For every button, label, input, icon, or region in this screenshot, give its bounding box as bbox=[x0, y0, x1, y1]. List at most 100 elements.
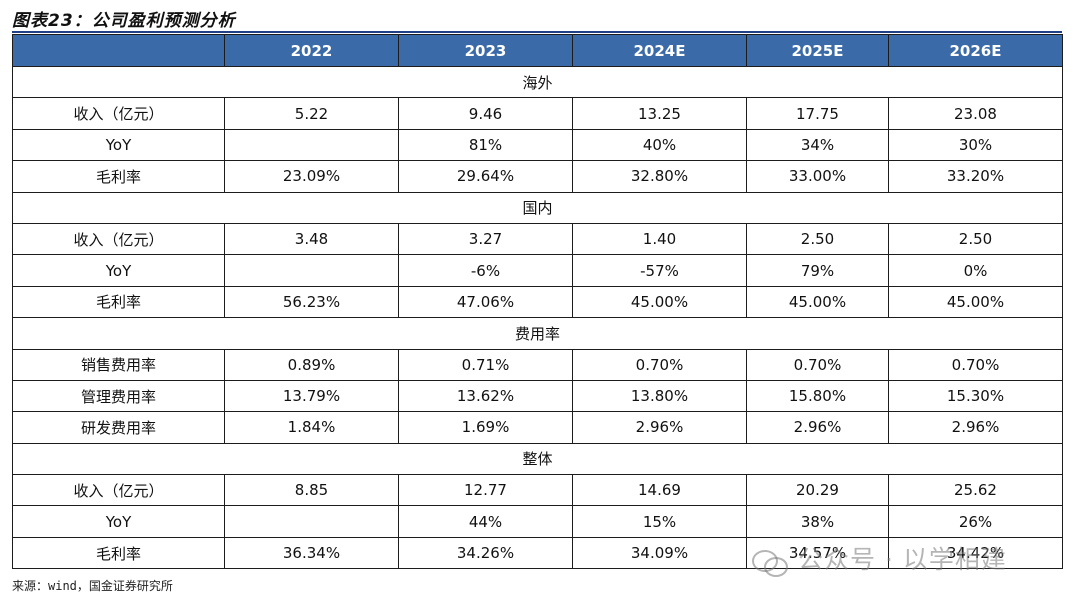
row-label: 收入（亿元） bbox=[12, 97, 225, 130]
table-cell: 3.48 bbox=[224, 222, 399, 256]
table-cell: 14.69 bbox=[572, 474, 747, 507]
table-row: YoY -6% -57% 79% 0% bbox=[12, 254, 1063, 287]
table-row: 收入（亿元） 8.85 12.77 14.69 20.29 25.62 bbox=[12, 474, 1063, 507]
table-row: 管理费用率 13.79% 13.62% 13.80% 15.80% 15.30% bbox=[12, 379, 1063, 413]
row-label: 销售费用率 bbox=[12, 348, 225, 381]
table-cell: 45.00% bbox=[746, 285, 889, 319]
row-label: 毛利率 bbox=[12, 536, 225, 570]
table-cell: 15% bbox=[572, 505, 747, 538]
table-cell: 44% bbox=[398, 505, 573, 538]
source-note: 来源：wind，国金证券研究所 bbox=[12, 579, 173, 593]
table-cell: 34.09% bbox=[572, 536, 747, 570]
table-cell: 45.00% bbox=[888, 285, 1063, 319]
section-row: 费用率 bbox=[12, 317, 1063, 350]
table-row: YoY 44% 15% 38% 26% bbox=[12, 505, 1063, 538]
section-title: 国内 bbox=[12, 191, 1063, 224]
table-cell: 13.79% bbox=[224, 379, 399, 413]
row-label: 毛利率 bbox=[12, 285, 225, 319]
row-label: 研发费用率 bbox=[12, 411, 225, 444]
row-label: YoY bbox=[12, 505, 225, 538]
row-label: 收入（亿元） bbox=[12, 474, 225, 507]
table-cell: 8.85 bbox=[224, 474, 399, 507]
row-label: 毛利率 bbox=[12, 160, 225, 193]
table-cell: 26% bbox=[888, 505, 1063, 538]
table-cell: 0.70% bbox=[572, 348, 747, 381]
table-cell: 34.42% bbox=[888, 536, 1063, 570]
table-cell: 34% bbox=[746, 128, 889, 162]
section-title: 海外 bbox=[12, 65, 1063, 99]
table-cell: 3.27 bbox=[398, 222, 573, 256]
row-label: 管理费用率 bbox=[12, 379, 225, 413]
table-cell: 2.96% bbox=[746, 411, 889, 444]
table-cell: 12.77 bbox=[398, 474, 573, 507]
row-label: YoY bbox=[12, 254, 225, 287]
table-cell: 5.22 bbox=[224, 97, 399, 130]
section-row: 海外 bbox=[12, 65, 1063, 99]
row-label: 收入（亿元） bbox=[12, 222, 225, 256]
table-cell: 47.06% bbox=[398, 285, 573, 319]
table-cell: -6% bbox=[398, 254, 573, 287]
table-cell: 23.08 bbox=[888, 97, 1063, 130]
table-cell: 0.70% bbox=[888, 348, 1063, 381]
table-cell: 45.00% bbox=[572, 285, 747, 319]
wechat-icon bbox=[750, 546, 790, 577]
figure-title: 图表23：公司盈利预测分析 bbox=[12, 11, 236, 31]
section-row: 整体 bbox=[12, 442, 1063, 476]
table-cell: 13.25 bbox=[572, 97, 747, 130]
watermark-text: 公众号 · 以学相建 bbox=[798, 545, 1007, 574]
header-cell-2026e: 2026E bbox=[888, 34, 1063, 67]
table-cell: 30% bbox=[888, 128, 1063, 162]
title-rule bbox=[12, 31, 1062, 33]
table-cell: 38% bbox=[746, 505, 889, 538]
table-cell: 81% bbox=[398, 128, 573, 162]
table-cell: 13.80% bbox=[572, 379, 747, 413]
table-cell: 56.23% bbox=[224, 285, 399, 319]
table-row: 收入（亿元） 5.22 9.46 13.25 17.75 23.08 bbox=[12, 97, 1063, 130]
table-cell: 20.29 bbox=[746, 474, 889, 507]
header-cell-label bbox=[12, 34, 225, 67]
table-cell: 2.96% bbox=[888, 411, 1063, 444]
table-row: YoY 81% 40% 34% 30% bbox=[12, 128, 1063, 162]
section-row: 国内 bbox=[12, 191, 1063, 224]
table-cell: 1.84% bbox=[224, 411, 399, 444]
section-title: 整体 bbox=[12, 442, 1063, 476]
table-cell: 23.09% bbox=[224, 160, 399, 193]
table-cell: 13.62% bbox=[398, 379, 573, 413]
row-label: YoY bbox=[12, 128, 225, 162]
table-cell: 1.69% bbox=[398, 411, 573, 444]
table-cell: 36.34% bbox=[224, 536, 399, 570]
table-cell: 33.20% bbox=[888, 160, 1063, 193]
table-cell bbox=[224, 128, 399, 162]
header-cell-2024e: 2024E bbox=[572, 34, 747, 67]
table-row: 销售费用率 0.89% 0.71% 0.70% 0.70% 0.70% bbox=[12, 348, 1063, 381]
table-cell: 0.89% bbox=[224, 348, 399, 381]
table-cell: 1.40 bbox=[572, 222, 747, 256]
table-cell: 32.80% bbox=[572, 160, 747, 193]
table-cell: 79% bbox=[746, 254, 889, 287]
header-cell-2023: 2023 bbox=[398, 34, 573, 67]
section-title: 费用率 bbox=[12, 317, 1063, 350]
table-cell: 29.64% bbox=[398, 160, 573, 193]
table-cell: 9.46 bbox=[398, 97, 573, 130]
table-cell: 2.50 bbox=[746, 222, 889, 256]
table-cell: 40% bbox=[572, 128, 747, 162]
header-cell-2025e: 2025E bbox=[746, 34, 889, 67]
table-cell: 33.00% bbox=[746, 160, 889, 193]
table-row: 收入（亿元） 3.48 3.27 1.40 2.50 2.50 bbox=[12, 222, 1063, 256]
table-cell: 0.70% bbox=[746, 348, 889, 381]
watermark: 公众号 · 以学相建 bbox=[750, 540, 1007, 577]
table-cell: 25.62 bbox=[888, 474, 1063, 507]
table-cell: 0% bbox=[888, 254, 1063, 287]
table-cell: 15.30% bbox=[888, 379, 1063, 413]
table-header-row: 2022 2023 2024E 2025E 2026E bbox=[12, 34, 1063, 67]
table-cell bbox=[224, 254, 399, 287]
table-cell: 34.26% bbox=[398, 536, 573, 570]
table-row: 研发费用率 1.84% 1.69% 2.96% 2.96% 2.96% bbox=[12, 411, 1063, 444]
header-cell-2022: 2022 bbox=[224, 34, 399, 67]
table-cell: 2.50 bbox=[888, 222, 1063, 256]
table-cell: 0.71% bbox=[398, 348, 573, 381]
table-cell bbox=[224, 505, 399, 538]
table-row: 毛利率 23.09% 29.64% 32.80% 33.00% 33.20% bbox=[12, 160, 1063, 193]
table-row: 毛利率 56.23% 47.06% 45.00% 45.00% 45.00% bbox=[12, 285, 1063, 319]
forecast-table: 2022 2023 2024E 2025E 2026E 海外 收入（亿元） 5.… bbox=[12, 34, 1063, 570]
